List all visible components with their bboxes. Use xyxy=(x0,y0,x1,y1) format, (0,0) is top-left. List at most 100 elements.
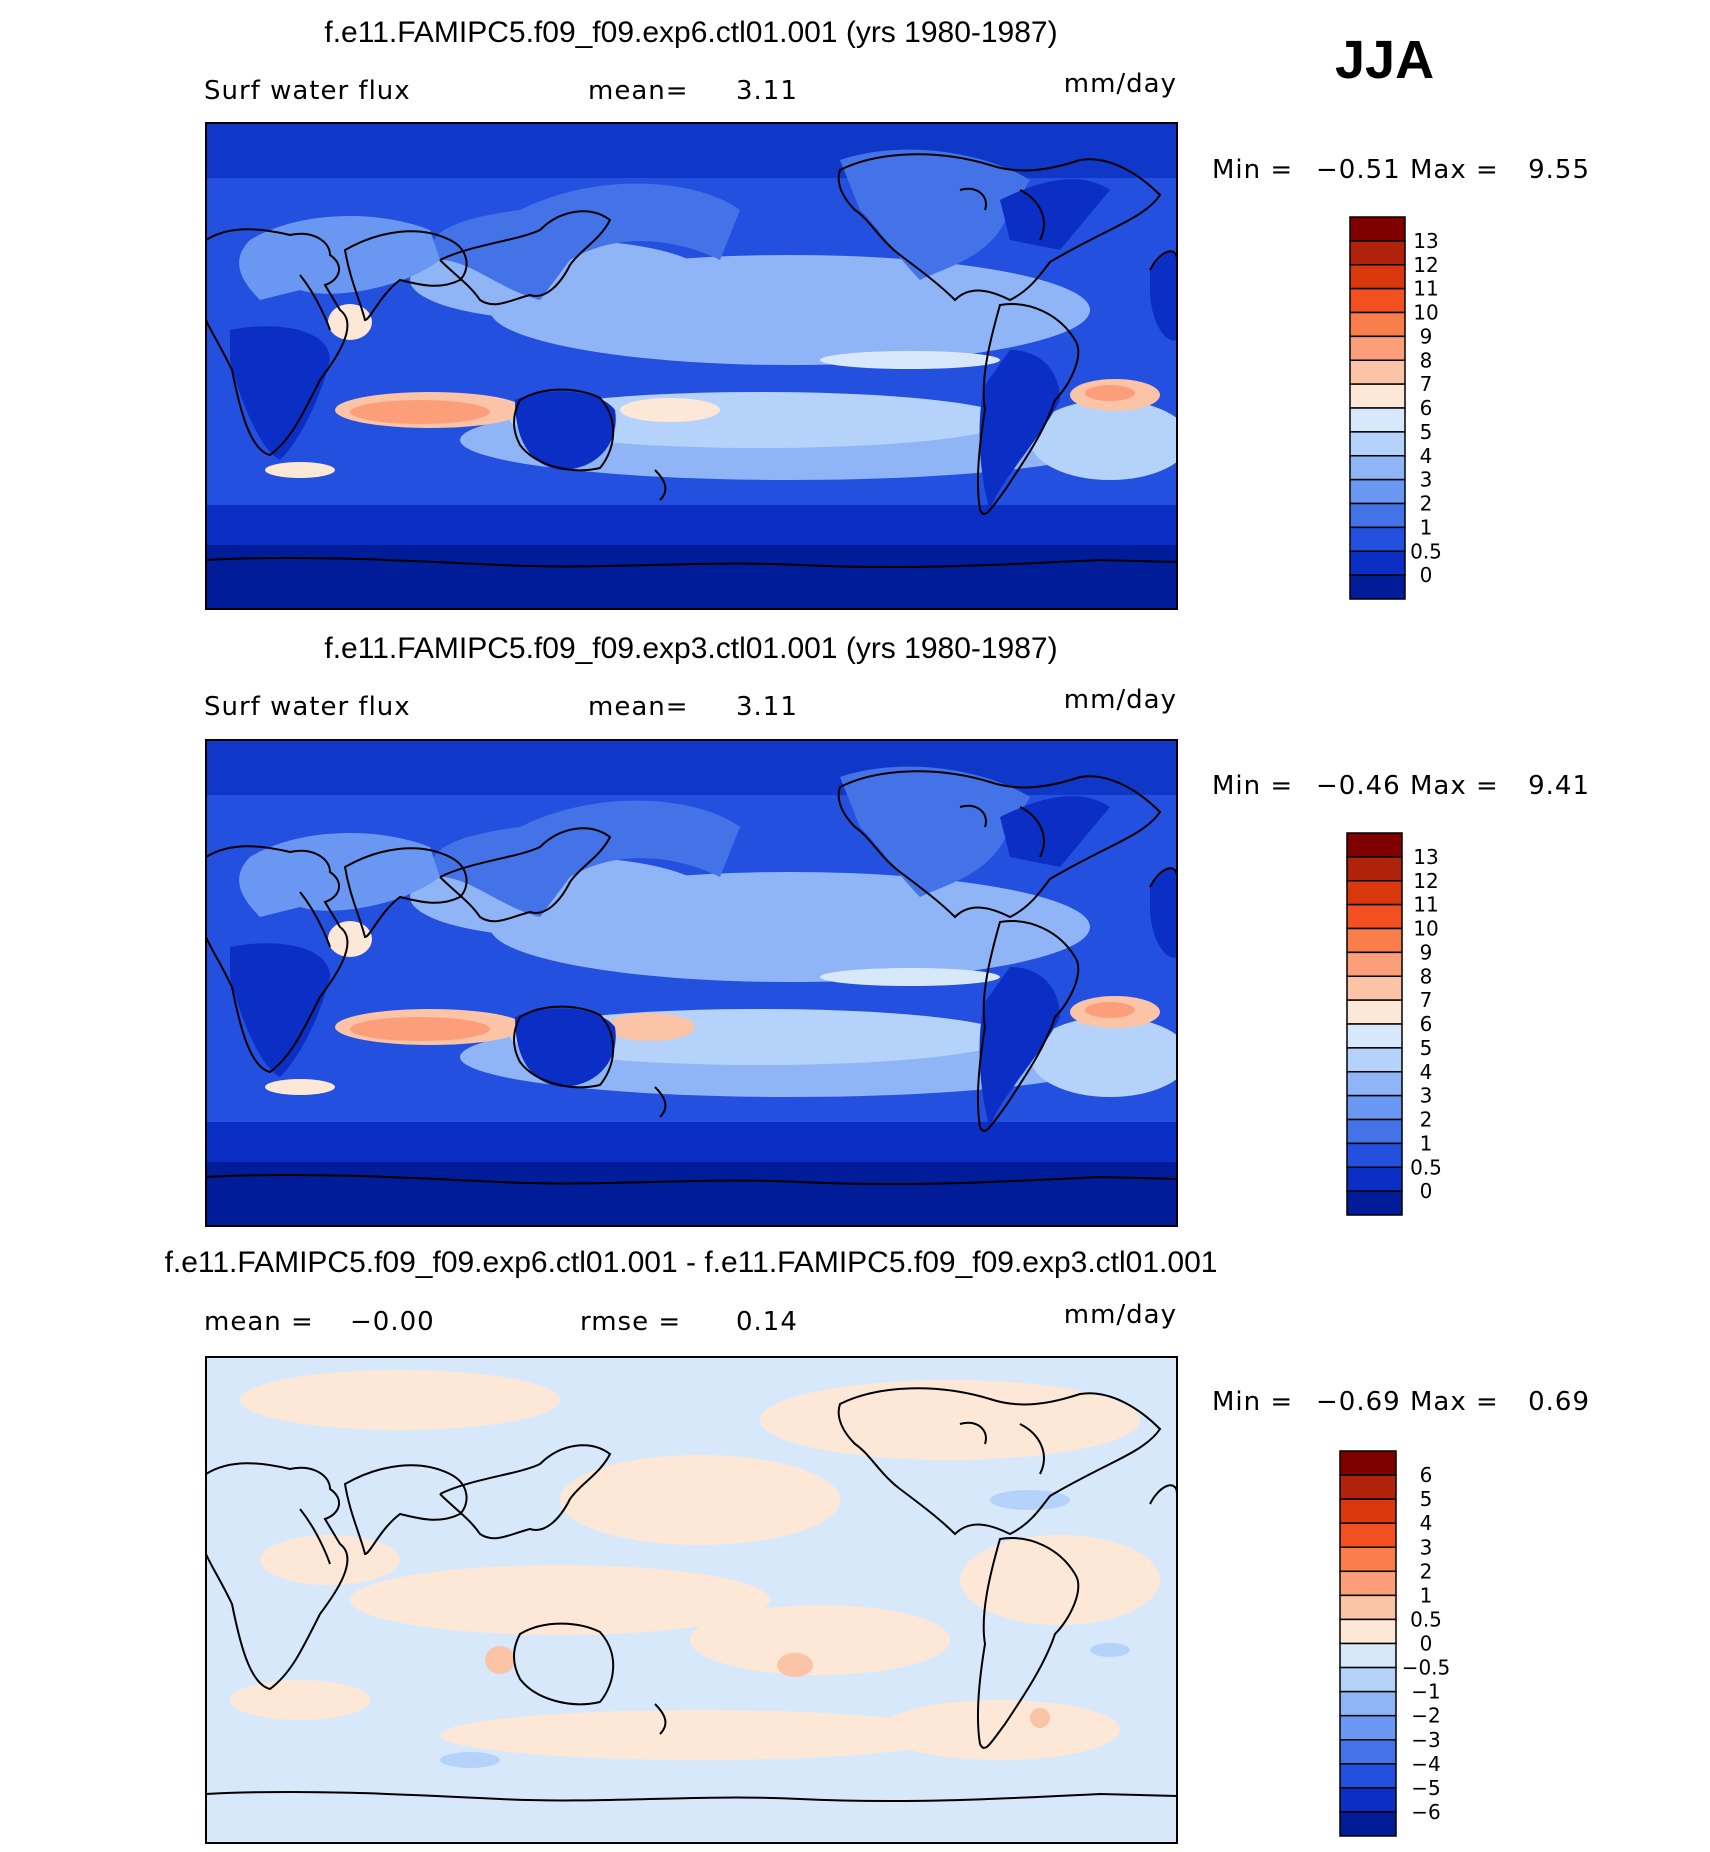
colorbar-tick-label: 6 xyxy=(1420,1463,1433,1487)
colorbar-tick-label: 4 xyxy=(1420,1060,1433,1084)
min-label: Min = xyxy=(1212,771,1293,801)
colorbar-tick-label: 10 xyxy=(1413,301,1438,325)
colorbar-swatch xyxy=(1346,1142,1403,1168)
colorbar-tick-label: 5 xyxy=(1420,1036,1433,1060)
colorbar-swatch xyxy=(1346,999,1403,1025)
colorbar-swatch xyxy=(1349,502,1406,529)
colorbar-tick-label: 4 xyxy=(1420,1511,1433,1535)
colorbar-swatch xyxy=(1339,1811,1397,1837)
mean-value: 3.11 xyxy=(736,76,798,106)
colorbar-swatch xyxy=(1349,240,1406,266)
colorbar-swatch xyxy=(1346,1118,1403,1145)
panel-title: f.e11.FAMIPC5.f09_f09.exp6.ctl01.001 - f… xyxy=(165,1246,1218,1279)
colorbar-tick-label: 1 xyxy=(1420,515,1433,539)
rmse-value: 0.14 xyxy=(736,1307,798,1337)
colorbar-swatch xyxy=(1339,1666,1397,1693)
colorbar-tick-label: −1 xyxy=(1411,1680,1440,1704)
colorbar-tick-label: 6 xyxy=(1420,1012,1433,1036)
max-value: 9.41 xyxy=(1528,771,1590,801)
variable-label: Surf water flux xyxy=(204,76,411,106)
colorbar-tick-label: 7 xyxy=(1420,988,1433,1012)
colorbar-tick-label: 0.5 xyxy=(1410,539,1442,563)
colorbar-swatch xyxy=(1339,1787,1397,1813)
max-label: Max = xyxy=(1410,155,1499,185)
panel-difference: f.e11.FAMIPC5.f09_f09.exp6.ctl01.001 - f… xyxy=(165,1246,1590,1844)
colorbar-tick-label: −6 xyxy=(1411,1800,1440,1824)
colorbar-tick-label: 2 xyxy=(1420,492,1433,516)
mean-label: mean= xyxy=(588,692,689,722)
coastlines xyxy=(206,770,1177,1186)
colorbar-tick-label: −0.5 xyxy=(1402,1656,1451,1680)
colorbar-swatch xyxy=(1346,1071,1403,1097)
season-label: JJA xyxy=(1335,30,1434,90)
colorbar-tick-label: 1 xyxy=(1420,1583,1433,1607)
colorbar-swatch xyxy=(1339,1498,1397,1524)
colorbar-swatch xyxy=(1346,951,1403,977)
field-map xyxy=(206,123,1177,609)
colorbar-tick-label: 12 xyxy=(1413,869,1438,893)
mean-label: mean = xyxy=(204,1307,314,1337)
coastlines xyxy=(206,1387,1177,1803)
colorbar-tick-label: 12 xyxy=(1413,253,1438,277)
colorbar-swatch xyxy=(1339,1763,1397,1789)
colorbar-swatch xyxy=(1349,478,1406,505)
colorbar-swatch xyxy=(1339,1642,1397,1669)
colorbar-swatch xyxy=(1349,407,1406,433)
colorbar-swatch xyxy=(1346,880,1403,906)
colorbar-swatch xyxy=(1339,1474,1397,1500)
colorbar-swatch xyxy=(1339,1546,1397,1573)
colorbar-tick-label: 2 xyxy=(1420,1559,1433,1583)
colorbar-swatch xyxy=(1349,455,1406,481)
colorbar-swatch xyxy=(1346,832,1403,858)
colorbar-tick-label: 6 xyxy=(1420,396,1433,420)
colorbar-tick-label: 3 xyxy=(1420,1084,1433,1108)
colorbar-tick-label: 9 xyxy=(1420,324,1433,348)
colorbar-tick-label: 8 xyxy=(1420,348,1433,372)
variable-label: Surf water flux xyxy=(204,692,411,722)
colorbar-swatch xyxy=(1339,1570,1397,1597)
colorbar-tick-label: −5 xyxy=(1411,1776,1440,1800)
colorbar-swatch xyxy=(1349,287,1406,314)
max-label: Max = xyxy=(1410,1387,1499,1417)
colorbar-swatch xyxy=(1349,264,1406,290)
colorbar-tick-label: 0.5 xyxy=(1410,1155,1442,1179)
colorbar-swatch xyxy=(1349,359,1406,385)
colorbar-swatch xyxy=(1346,1047,1403,1073)
colorbar-swatch xyxy=(1346,1023,1403,1049)
colorbar-swatch xyxy=(1339,1714,1397,1741)
min-value: −0.46 xyxy=(1316,771,1401,801)
colorbar-tick-label: 0 xyxy=(1420,1179,1433,1203)
panel-title: f.e11.FAMIPC5.f09_f09.exp3.ctl01.001 (yr… xyxy=(324,632,1057,665)
map-frame xyxy=(205,122,1178,610)
colorbar-tick-label: 7 xyxy=(1420,372,1433,396)
difference-map xyxy=(206,1357,1177,1843)
colorbar-swatch xyxy=(1349,550,1406,576)
mean-label: mean= xyxy=(588,76,689,106)
colorbar-swatch xyxy=(1346,927,1403,954)
mean-value: 3.11 xyxy=(736,692,798,722)
colorbar-tick-label: −3 xyxy=(1411,1728,1440,1752)
colorbar-swatch xyxy=(1349,311,1406,338)
panel-exp3: f.e11.FAMIPC5.f09_f09.exp3.ctl01.001 (yr… xyxy=(204,632,1590,1227)
field-map xyxy=(206,740,1177,1226)
colorbar-swatch xyxy=(1346,903,1403,930)
colorbar-tick-label: 2 xyxy=(1420,1108,1433,1132)
mean-value: −0.00 xyxy=(350,1307,435,1337)
colorbar-tick-label: 13 xyxy=(1413,845,1438,869)
colorbar-swatch xyxy=(1349,526,1406,552)
panel-title: f.e11.FAMIPC5.f09_f09.exp6.ctl01.001 (yr… xyxy=(324,16,1057,49)
colorbar-tick-label: 11 xyxy=(1413,893,1438,917)
colorbar-tick-label: −2 xyxy=(1411,1704,1440,1728)
colorbar-tick-label: 9 xyxy=(1420,940,1433,964)
max-value: 0.69 xyxy=(1528,1387,1590,1417)
colorbar-swatch xyxy=(1339,1739,1397,1765)
rmse-label: rmse = xyxy=(580,1307,681,1337)
min-label: Min = xyxy=(1212,1387,1293,1417)
min-value: −0.69 xyxy=(1316,1387,1401,1417)
map-frame xyxy=(205,739,1178,1227)
colorbar-tick-label: 0 xyxy=(1420,1632,1433,1656)
colorbar-tick-label: 11 xyxy=(1413,277,1438,301)
